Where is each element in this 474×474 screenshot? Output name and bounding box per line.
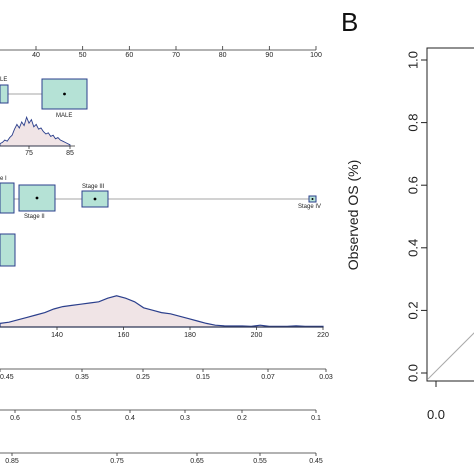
survival-tick-label: 0.07 [261, 374, 275, 381]
y-tick-label: 0.4 [406, 239, 421, 257]
survival-tick-label: 0.1 [311, 415, 321, 422]
reference-diagonal [427, 332, 474, 380]
stage-iv-point [311, 198, 314, 200]
survival-tick-label: 0.6 [10, 415, 20, 422]
points-tick-label: 90 [265, 52, 273, 59]
sex-female-box [0, 84, 9, 104]
survival-tick-label: 0.55 [253, 458, 267, 465]
y-tick-label: 0.2 [406, 301, 421, 319]
survival-tick-label: 0.4 [125, 415, 135, 422]
stage-row: e I Stage II Stage III Stage IV [0, 176, 321, 220]
stage-i-box [0, 182, 15, 214]
survival-tick-label: 0.3 [180, 415, 190, 422]
sex-female-label: LE [0, 77, 7, 83]
stage-iii-point [93, 197, 97, 201]
nomogram-panel: 40 50 60 70 80 90 100 LE MALE 75 85 [0, 46, 333, 465]
stage-i-label: e I [0, 176, 7, 182]
y-axis-ticks: 0.0 0.2 0.4 0.6 0.8 1.0 [406, 51, 427, 382]
survival-tick-label: 0.45 [309, 458, 323, 465]
sex-male-label: MALE [56, 113, 72, 119]
y-tick-label: 0.6 [406, 176, 421, 194]
survival-tick-label: 0.25 [136, 374, 150, 381]
stage-ii-point [35, 196, 39, 200]
age-density-curve [0, 115, 71, 147]
tumor-tick-label: 200 [251, 332, 263, 339]
tumor-density-curve [0, 295, 324, 328]
tumor-size-row: 140 160 180 200 220 [0, 295, 329, 339]
plot-frame [426, 47, 474, 382]
points-tick-label: 40 [32, 52, 40, 59]
survival-tick-label: 0.65 [190, 458, 204, 465]
sex-row: LE MALE [0, 77, 88, 119]
survival-tick-label: 0.03 [319, 374, 333, 381]
panel-label-b: B [341, 7, 358, 37]
tumor-tick-label: 180 [184, 332, 196, 339]
survival-tick-label: 0.35 [75, 374, 89, 381]
tumor-tick-label: 160 [118, 332, 130, 339]
tumor-tick-label: 220 [317, 332, 329, 339]
points-tick-label: 60 [125, 52, 133, 59]
x-tick-0-label: 0.0 [427, 407, 445, 422]
tumor-tick-label: 140 [51, 332, 63, 339]
stage-iii-label: Stage III [82, 184, 105, 190]
survival-axes: 0.45 0.35 0.25 0.15 0.07 0.03 0.6 0.5 0.4 0.3 0.2 0… [0, 368, 333, 465]
y-tick-label: 0.0 [406, 364, 421, 382]
age-tick-85-label: 85 [66, 150, 74, 157]
sex-male-point [63, 92, 66, 96]
points-tick-label: 80 [219, 52, 227, 59]
survival-tick-label: 0.5 [71, 415, 81, 422]
survival-tick-label: 0.85 [5, 458, 19, 465]
survival-tick-label: 0.45 [0, 374, 14, 381]
age-row: 75 85 [0, 115, 75, 157]
sex-male-box [41, 78, 88, 110]
points-tick-label: 50 [79, 52, 87, 59]
y-axis-label: Observed OS (%) [345, 160, 361, 270]
points-tick-label: 100 [310, 52, 322, 59]
y-tick-label: 0.8 [406, 114, 421, 132]
survival-tick-label: 0.15 [196, 374, 210, 381]
points-tick-label: 70 [172, 52, 180, 59]
survival-tick-label: 0.2 [237, 415, 247, 422]
y-tick-label: 1.0 [406, 51, 421, 69]
calibration-panel: B 0.0 0.2 0.4 0.6 0.8 1.0 Observed OS (%) 0.0 [341, 7, 474, 422]
points-axis-ticks: 40 50 60 70 80 90 100 [32, 46, 322, 59]
stage-iv-label: Stage IV [298, 204, 321, 210]
partial-box [0, 233, 16, 267]
age-tick-75-label: 75 [25, 150, 33, 157]
stage-ii-label: Stage II [24, 214, 45, 220]
survival-tick-label: 0.75 [110, 458, 124, 465]
tumor-axis-ticks: 140 160 180 200 220 [51, 327, 329, 339]
